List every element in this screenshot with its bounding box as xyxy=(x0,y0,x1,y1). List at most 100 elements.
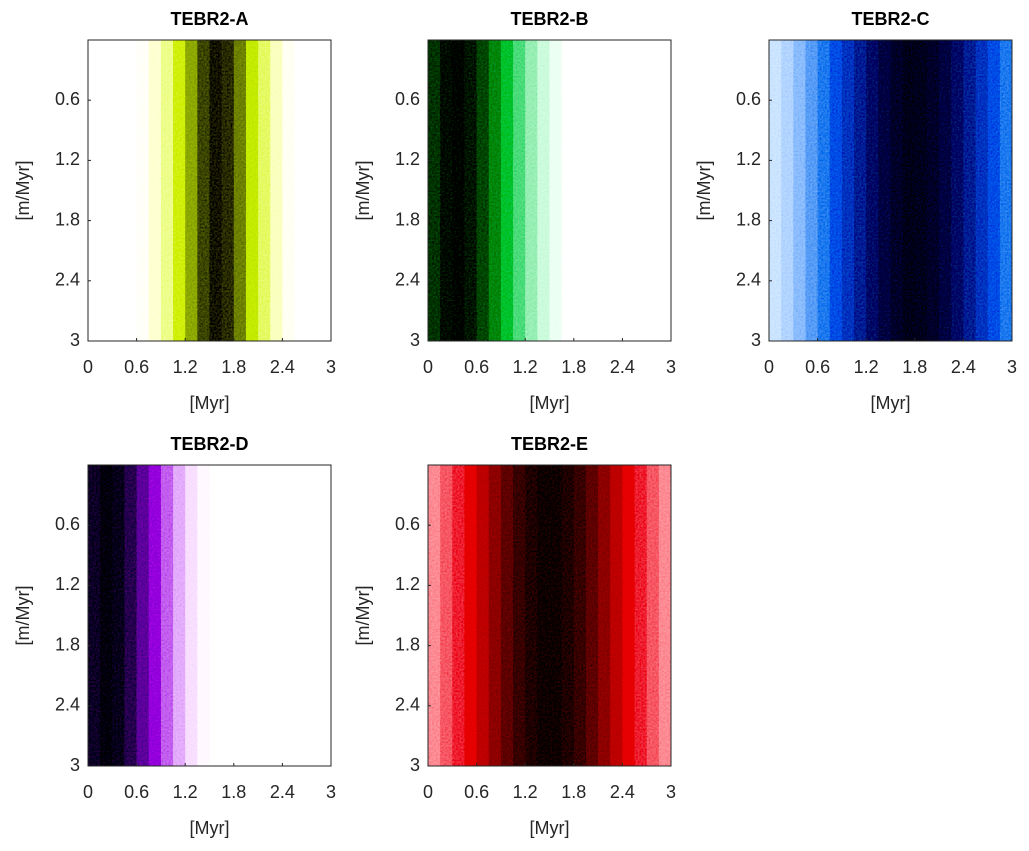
y-tick-label: 3 xyxy=(410,330,420,350)
chart-title: TEBR2-C xyxy=(851,9,929,29)
heatmap-column xyxy=(148,40,162,341)
heatmap-column xyxy=(148,465,162,766)
heatmap-column xyxy=(622,40,635,341)
heatmap-column xyxy=(282,40,295,341)
chart-title: TEBR2-E xyxy=(511,434,588,454)
y-axis-label: [m/Myr] xyxy=(353,161,373,221)
y-tick-label: 3 xyxy=(410,755,420,775)
heatmap-column xyxy=(124,465,137,766)
heatmap-column xyxy=(270,40,283,341)
heatmap-column xyxy=(573,465,587,766)
x-tick-label: 1.8 xyxy=(221,782,246,802)
heatmap-column xyxy=(585,40,599,341)
heatmap-column xyxy=(634,465,648,766)
heatmap-column xyxy=(476,465,490,766)
x-tick-label: 1.8 xyxy=(902,357,927,377)
heatmap-column xyxy=(100,40,113,341)
heatmap-column xyxy=(100,465,113,766)
y-tick-label: 1.8 xyxy=(395,209,420,229)
y-tick-label: 1.2 xyxy=(55,149,80,169)
y-tick-label: 2.4 xyxy=(736,270,761,290)
x-tick-label: 2.4 xyxy=(610,357,635,377)
heatmap-column xyxy=(805,40,818,341)
heatmap-column xyxy=(769,40,782,341)
heatmap-column xyxy=(537,465,550,766)
heatmap-column xyxy=(646,465,660,766)
heatmap-column xyxy=(173,40,186,341)
heatmap-column xyxy=(258,40,271,341)
x-tick-label: 0 xyxy=(423,357,433,377)
x-tick-label: 0 xyxy=(83,782,93,802)
heatmap-column xyxy=(561,465,575,766)
x-tick-label: 0.6 xyxy=(464,357,489,377)
heatmap-column xyxy=(781,40,794,341)
heatmap-column xyxy=(306,465,320,766)
x-tick-label: 1.8 xyxy=(221,357,246,377)
heatmap-column xyxy=(500,40,514,341)
heatmap-column xyxy=(173,465,186,766)
x-tick-label: 2.4 xyxy=(270,782,295,802)
x-tick-label: 0 xyxy=(764,357,774,377)
x-tick-label: 0.6 xyxy=(464,782,489,802)
heatmap-column xyxy=(209,40,223,341)
y-tick-label: 1.8 xyxy=(55,634,80,654)
chart-title: TEBR2-A xyxy=(170,9,248,29)
heatmap-column xyxy=(610,465,623,766)
x-tick-label: 0.6 xyxy=(805,357,830,377)
heatmap-column xyxy=(999,40,1013,341)
heatmap-column xyxy=(488,465,502,766)
heatmap-column xyxy=(500,465,514,766)
x-tick-label: 3 xyxy=(666,782,676,802)
chart-title: TEBR2-B xyxy=(510,9,588,29)
heatmap-column xyxy=(622,465,635,766)
heatmap-column xyxy=(428,465,441,766)
x-axis-label: [Myr] xyxy=(530,393,570,413)
heatmap-column xyxy=(598,40,611,341)
heatmap-column xyxy=(160,40,174,341)
heatmap xyxy=(88,40,332,341)
heatmap-column xyxy=(914,40,928,341)
x-tick-label: 0 xyxy=(83,357,93,377)
heatmap xyxy=(428,465,672,766)
heatmap-column xyxy=(318,40,332,341)
heatmap-column xyxy=(939,40,952,341)
heatmap-column xyxy=(598,465,611,766)
heatmap-column xyxy=(513,40,526,341)
heatmap-column xyxy=(561,40,575,341)
x-tick-label: 1.2 xyxy=(513,782,538,802)
y-tick-label: 0.6 xyxy=(55,89,80,109)
heatmap-column xyxy=(610,40,623,341)
y-tick-label: 1.8 xyxy=(55,209,80,229)
y-tick-label: 1.2 xyxy=(55,574,80,594)
y-tick-label: 1.2 xyxy=(395,574,420,594)
y-axis-label: [m/Myr] xyxy=(13,161,33,221)
x-tick-label: 1.8 xyxy=(561,357,586,377)
heatmap-column xyxy=(294,465,308,766)
heatmap-column xyxy=(549,40,563,341)
x-tick-label: 1.2 xyxy=(173,357,198,377)
heatmap-column xyxy=(452,40,465,341)
heatmap-column xyxy=(525,40,538,341)
x-tick-label: 1.8 xyxy=(561,782,586,802)
x-tick-label: 2.4 xyxy=(610,782,635,802)
y-tick-label: 0.6 xyxy=(395,514,420,534)
y-tick-label: 2.4 xyxy=(395,695,420,715)
plot-frame xyxy=(427,464,672,767)
heatmap-column xyxy=(854,40,867,341)
heatmap-column xyxy=(221,40,235,341)
heatmap-column xyxy=(233,40,247,341)
plot-frame xyxy=(427,39,672,342)
heatmap-column xyxy=(926,40,940,341)
heatmap-column xyxy=(513,465,526,766)
heatmap-column xyxy=(440,40,453,341)
heatmap-column xyxy=(136,40,150,341)
heatmap-column xyxy=(282,465,295,766)
heatmap-column xyxy=(817,40,831,341)
heatmap xyxy=(428,40,672,341)
heatmap-column xyxy=(258,465,271,766)
heatmap-column xyxy=(878,40,891,341)
y-tick-label: 1.2 xyxy=(736,149,761,169)
heatmap-column xyxy=(233,465,247,766)
x-tick-label: 3 xyxy=(1007,357,1017,377)
x-tick-label: 1.2 xyxy=(513,357,538,377)
